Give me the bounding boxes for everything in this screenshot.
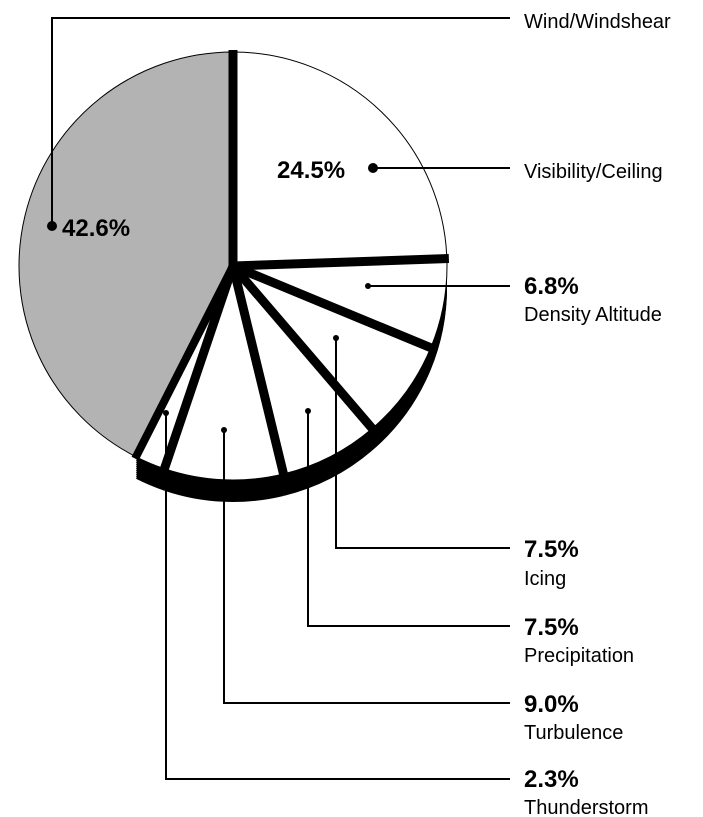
slice-divider [229,263,377,433]
slice-label-density-altitude: Density Altitude [524,304,662,326]
leader-dot-turbulence [221,427,227,433]
leader-dot-precipitation [305,408,311,414]
leader-line-icing [335,338,510,549]
slice-divider [159,264,238,473]
leader-dot-thunderstorm [163,410,169,416]
leader-line-wind-windshear [51,17,510,226]
slice-value-thunderstorm: 2.3% [524,766,579,793]
slice-value-visibility-ceiling: 24.5% [277,157,345,184]
slice-label-visibility-ceiling: Visibility/Ceiling [524,161,663,183]
slice-value-precipitation: 7.5% [524,614,579,641]
leader-line-thunderstorm [165,413,510,780]
slice-label-precipitation: Precipitation [524,645,634,667]
slice-visibility-ceiling [232,51,448,267]
slice-value-density-altitude: 6.8% [524,273,579,300]
slice-divider [232,254,450,271]
pie-slices [18,50,450,481]
leader-dot-density-altitude [365,283,371,289]
slice-divider [231,261,435,353]
leader-line-turbulence [223,430,510,704]
leader-lines [47,17,510,780]
slice-wind-windshear [18,51,234,458]
slice-label-icing: Icing [524,568,566,590]
leader-dot-visibility-ceiling [368,163,378,173]
slice-value-wind-windshear: 42.6% [62,215,130,242]
slice-value-turbulence: 9.0% [524,691,579,718]
leader-dot-icing [333,335,339,341]
slice-label-turbulence: Turbulence [524,722,623,744]
slice-divider [228,264,289,477]
slice-divider [131,264,237,461]
slice-value-icing: 7.5% [524,536,579,563]
slice-label-thunderstorm: Thunderstorm [524,797,649,817]
leader-dot-wind-windshear [47,221,57,231]
slice-label-wind-windshear: Wind/Windshear [524,11,671,33]
leader-line-precipitation [307,411,510,627]
